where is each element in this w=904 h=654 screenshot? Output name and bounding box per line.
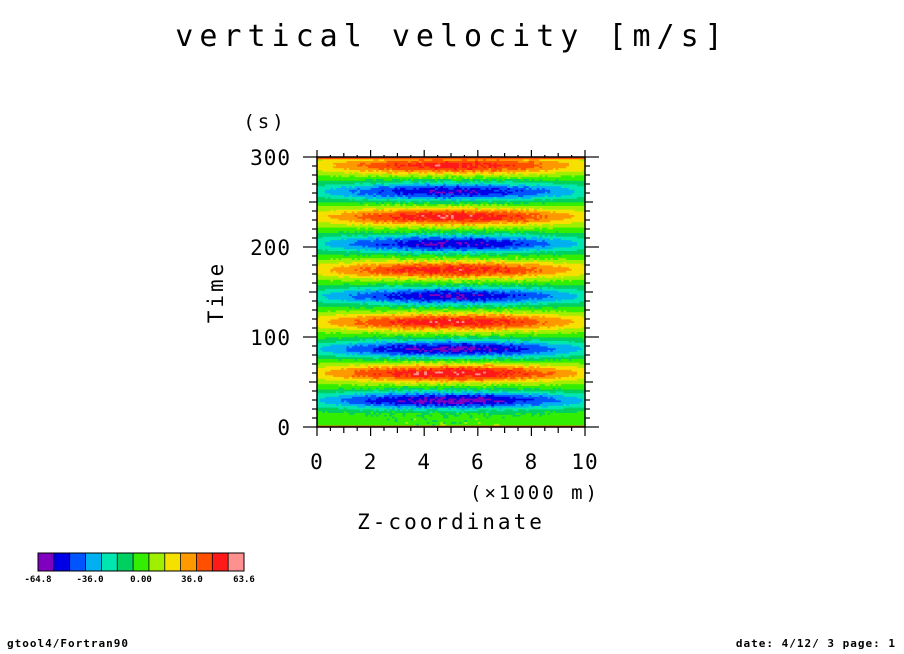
colorbar-swatch [69, 553, 86, 571]
colorbar-swatch [196, 553, 213, 571]
chart-title: vertical velocity [m/s] [175, 19, 728, 54]
colorbar-swatch [164, 553, 181, 571]
colorbar-label: 0.00 [130, 575, 152, 585]
x-unit-label: (×1000 m) [470, 482, 600, 504]
heatmap-cells [317, 157, 586, 428]
y-axis-label: Time [204, 261, 228, 324]
colorbar-swatch [53, 553, 70, 571]
y-tick-label: 200 [250, 236, 291, 260]
colorbar-swatch [228, 553, 245, 571]
plot-area [316, 156, 586, 428]
colorbar-swatch [212, 553, 229, 571]
colorbar-swatch [101, 553, 118, 571]
colorbar-label: 36.0 [181, 575, 203, 585]
colorbar-label: 63.6 [233, 575, 255, 585]
x-tick-label: 10 [571, 450, 598, 474]
x-axis-label: Z-coordinate [357, 510, 545, 534]
y-tick-label: 300 [250, 146, 291, 170]
colorbar-swatch [133, 553, 150, 571]
x-axis: 0 2 4 6 8 10 [310, 150, 598, 474]
footer-right: date: 4/12/ 3 page: 1 [736, 637, 896, 650]
x-tick-label: 2 [364, 450, 378, 474]
x-tick-label: 8 [525, 450, 539, 474]
x-tick-label: 4 [417, 450, 431, 474]
colorbar-swatch [148, 553, 166, 571]
colorbar-swatch [85, 553, 102, 571]
colorbar-swatch [180, 553, 197, 571]
colorbar-label: -36.0 [76, 575, 103, 585]
footer-left: gtool4/Fortran90 [7, 637, 129, 650]
y-axis: 0 100 200 300 [250, 146, 599, 440]
colorbar-swatch [38, 553, 55, 571]
colorbar-label: -64.8 [24, 575, 51, 585]
y-tick-label: 0 [277, 416, 291, 440]
y-tick-label: 100 [250, 326, 291, 350]
x-tick-label: 6 [471, 450, 485, 474]
colorbar: -64.8 -36.0 0.00 36.0 63.6 [24, 552, 255, 585]
x-tick-label: 0 [310, 450, 324, 474]
y-unit-label: (s) [243, 111, 286, 133]
colorbar-swatch [117, 553, 134, 571]
